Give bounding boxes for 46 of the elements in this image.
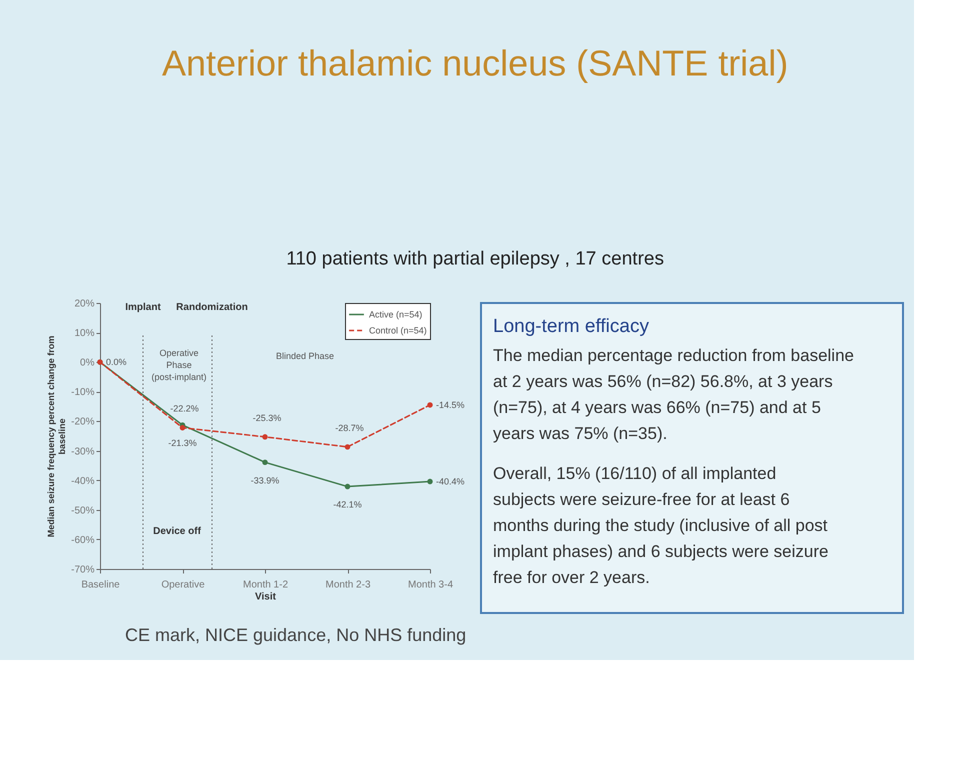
point bbox=[344, 484, 350, 490]
data-label: -42.1% bbox=[333, 500, 362, 510]
data-label: -14.5% bbox=[436, 400, 465, 410]
annotation: Device off bbox=[153, 526, 202, 537]
point bbox=[180, 424, 186, 430]
y-tick-label: -50% bbox=[71, 505, 95, 516]
data-label: -22.2% bbox=[170, 404, 199, 414]
y-tick-label: -30% bbox=[71, 446, 95, 458]
legend-label: Active (n=54) bbox=[369, 310, 422, 320]
point bbox=[344, 444, 350, 450]
data-label: -40.4% bbox=[436, 476, 465, 487]
y-axis-title: Median seizure frequency percent change from baseline bbox=[46, 336, 68, 538]
chart-title: Anterior thalamic nucleus (SANTE trial) bbox=[162, 42, 788, 84]
annotation: Operative Phase (post-implant) bbox=[151, 348, 207, 382]
annotation: Blinded Phase bbox=[276, 351, 334, 361]
x-tick-label: Month 2-3 bbox=[325, 580, 371, 590]
text: Overall, 15% (16/110) of all implanted subjects were seizure-free for at least 6 months during the study (inclusive of all post implant phases) and 6 subjects were seizure free for over 2 years. bbox=[493, 464, 828, 587]
point bbox=[262, 434, 268, 440]
data-label: -25.3% bbox=[252, 412, 282, 423]
data-label: -33.9% bbox=[250, 475, 280, 486]
text: CE mark, NICE guidance, No NHS funding bbox=[125, 625, 466, 645]
annotation: Implant bbox=[125, 302, 162, 313]
text: Long-term efficacy bbox=[493, 316, 650, 337]
y-tick-label: 20% bbox=[74, 298, 95, 310]
x-axis-title: Visit bbox=[255, 592, 277, 602]
x-tick-label: Baseline bbox=[81, 580, 120, 590]
y-tick-label: -20% bbox=[71, 416, 95, 428]
y-tick-label: -40% bbox=[71, 476, 95, 487]
text: 110 patients with partial epilepsy , 17 centres bbox=[286, 248, 664, 270]
legend-label: Control (n=54) bbox=[369, 326, 427, 336]
point bbox=[427, 402, 433, 408]
y-tick-label: 10% bbox=[74, 328, 95, 340]
y-tick-label: 0% bbox=[80, 358, 95, 369]
x-tick-label: Operative bbox=[161, 580, 206, 590]
data-label: -28.7% bbox=[335, 422, 364, 433]
point bbox=[262, 460, 268, 466]
x-tick-label: Month 3-4 bbox=[408, 580, 454, 590]
x-tick-label: Month 1-2 bbox=[242, 580, 288, 590]
y-tick-label: -10% bbox=[71, 387, 95, 398]
y-tick-label: -60% bbox=[71, 534, 95, 546]
data-label: -21.3% bbox=[168, 438, 197, 448]
data-label: 0.0% bbox=[106, 357, 127, 368]
y-tick-label: -70% bbox=[71, 564, 95, 576]
point bbox=[427, 478, 433, 484]
annotation: Randomization bbox=[176, 302, 248, 313]
text: The median percentage reduction from baseline at 2 years was 56% (n=82) 56.8%, at 3 years (n=75), at 4 years was 66% (n=75) and at 5 years was 75% (n=35). bbox=[493, 346, 854, 443]
